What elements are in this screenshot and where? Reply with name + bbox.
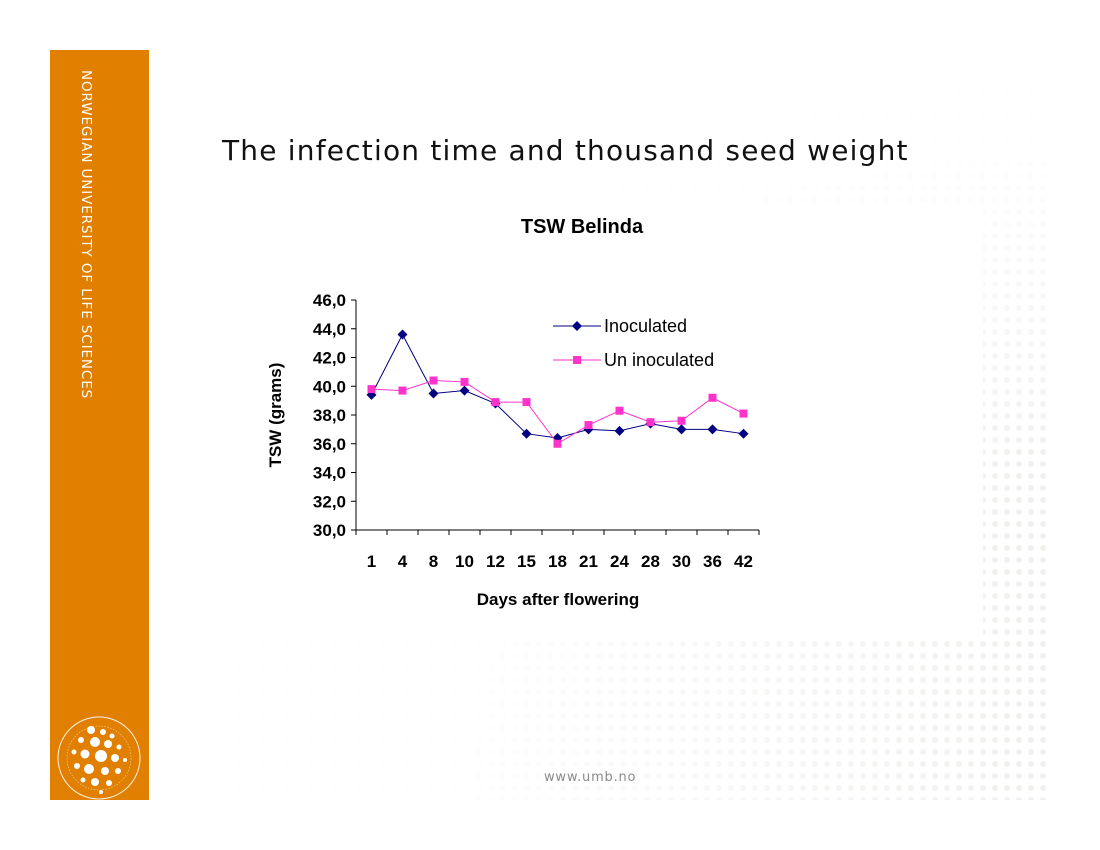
legend-label: Inoculated (604, 316, 687, 336)
legend-label: Un inoculated (604, 350, 714, 370)
university-name: NORWEGIAN UNIVERSITY OF LIFE SCIENCES (78, 70, 94, 400)
x-axis-title: Days after flowering (477, 590, 640, 609)
data-point-uninoculated (739, 409, 748, 418)
y-tick-label: 32,0 (313, 492, 346, 511)
university-seal-icon (57, 716, 141, 800)
y-tick-label: 40,0 (313, 377, 346, 396)
y-tick-label: 30,0 (313, 521, 346, 540)
data-point-uninoculated (460, 377, 469, 386)
x-tick-label: 21 (579, 552, 598, 571)
data-point-uninoculated (708, 393, 717, 402)
data-point-uninoculated (491, 398, 500, 407)
x-tick-label: 4 (398, 552, 408, 571)
university-sidebar: NORWEGIAN UNIVERSITY OF LIFE SCIENCES (50, 50, 149, 800)
data-point-inoculated (738, 428, 749, 439)
data-point-uninoculated (522, 398, 531, 407)
x-tick-label: 12 (486, 552, 505, 571)
footer-url: www.umb.no (544, 770, 637, 785)
legend-marker-uninoculated (573, 356, 581, 364)
x-tick-label: 15 (517, 552, 536, 571)
data-point-inoculated (614, 425, 625, 436)
slide-title: The infection time and thousand seed wei… (222, 134, 909, 167)
x-tick-label: 36 (703, 552, 722, 571)
data-point-uninoculated (584, 421, 593, 430)
x-tick-label: 24 (610, 552, 629, 571)
x-tick-label: 8 (429, 552, 438, 571)
chart-title: TSW Belinda (521, 216, 644, 238)
slide: NORWEGIAN UNIVERSITY OF LIFE SCIENCES Th… (50, 50, 1050, 800)
x-tick-label: 42 (734, 552, 753, 571)
y-tick-label: 36,0 (313, 435, 346, 454)
data-point-inoculated (521, 428, 532, 439)
x-tick-label: 28 (641, 552, 660, 571)
x-tick-label: 30 (672, 552, 691, 571)
data-point-inoculated (428, 388, 439, 399)
y-tick-label: 38,0 (313, 406, 346, 425)
x-tick-label: 1 (367, 552, 376, 571)
legend-marker-inoculated (572, 321, 582, 331)
chart-area: TSW Belinda 30,0 32,0 34,0 36,0 38,0 40,0 42,0 4… (235, 205, 983, 637)
tsw-line-chart: TSW Belinda 30,0 32,0 34,0 36,0 38,0 40,0 42,0 4… (266, 216, 760, 609)
data-point-uninoculated (398, 386, 407, 395)
y-tick-label: 46,0 (313, 291, 346, 310)
data-point-inoculated (459, 385, 470, 396)
y-tick-label: 34,0 (313, 464, 346, 483)
data-point-uninoculated (677, 416, 686, 425)
data-point-uninoculated (615, 406, 624, 415)
data-point-uninoculated (429, 376, 438, 385)
data-point-uninoculated (646, 418, 655, 427)
y-tick-label: 44,0 (313, 320, 346, 339)
y-axis-title: TSW (grams) (266, 363, 285, 468)
y-tick-label: 42,0 (313, 349, 346, 368)
x-tick-label: 10 (455, 552, 474, 571)
data-point-uninoculated (553, 439, 562, 448)
x-tick-label: 18 (548, 552, 567, 571)
data-point-inoculated (397, 329, 408, 340)
data-point-inoculated (676, 424, 687, 435)
data-point-inoculated (707, 424, 718, 435)
data-point-uninoculated (367, 385, 376, 394)
